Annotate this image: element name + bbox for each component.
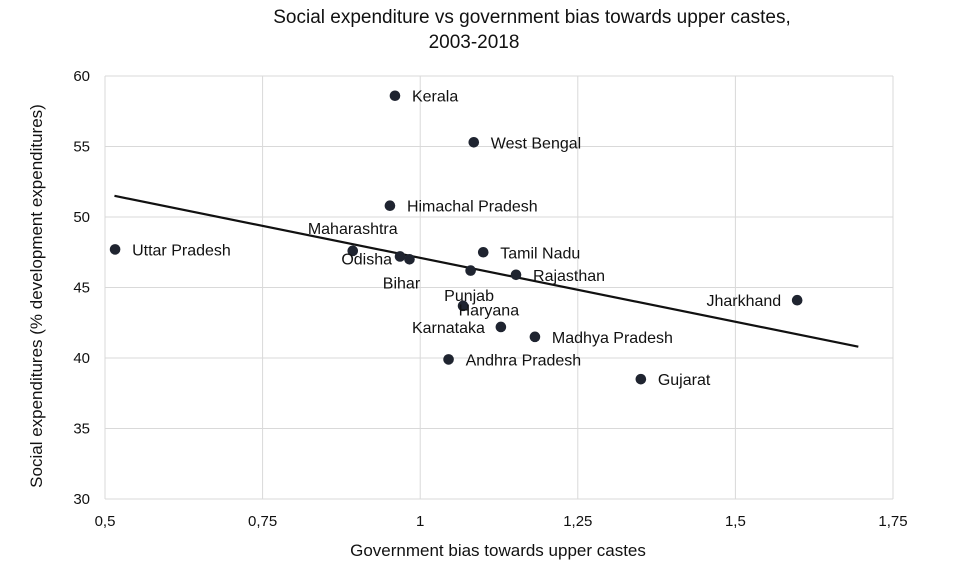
- y-tick-label: 35: [73, 421, 90, 438]
- grid: [104, 75, 894, 500]
- point-label: Maharashtra: [308, 221, 398, 238]
- data-point: [791, 294, 803, 306]
- y-axis-title: Social expenditures (% development expen…: [27, 104, 46, 488]
- y-tick-label: 30: [73, 491, 90, 508]
- trendline: [114, 194, 859, 348]
- point-label: West Bengal: [491, 135, 581, 152]
- point-label: Uttar Pradesh: [132, 242, 231, 259]
- data-point: [495, 321, 507, 333]
- data-point: [394, 251, 406, 262]
- x-tick-label: 0,75: [248, 513, 277, 530]
- x-tick-label: 1,75: [878, 513, 907, 530]
- data-point: [510, 269, 522, 281]
- x-tick-label: 1,25: [563, 513, 592, 530]
- data-point: [404, 253, 415, 265]
- x-axis-title: Government bias towards upper castes: [350, 541, 646, 560]
- y-tick-label: 40: [73, 350, 90, 367]
- data-point: [384, 200, 396, 212]
- y-tick-label: 50: [73, 209, 90, 226]
- data-point: [477, 246, 489, 258]
- y-tick-label: 45: [73, 280, 90, 297]
- chart-title-line-1: Social expenditure vs government bias to…: [273, 7, 791, 28]
- y-axis-ticks: 30 35 40 45 50 55 60: [73, 68, 90, 508]
- point-label: Himachal Pradesh: [407, 199, 538, 216]
- data-point: [529, 331, 541, 343]
- point-label: Andhra Pradesh: [466, 352, 582, 369]
- point-label: Gujarat: [658, 372, 711, 389]
- point-label: Tamil Nadu: [500, 245, 580, 262]
- point-label: Kerala: [412, 89, 458, 106]
- data-point: [347, 245, 359, 257]
- x-tick-label: 1: [416, 513, 424, 530]
- data-point: [389, 90, 401, 102]
- x-tick-label: 0,5: [95, 513, 116, 530]
- point-label: Rajasthan: [533, 268, 605, 285]
- data-point: [457, 300, 469, 312]
- point-label: Bihar: [383, 275, 421, 292]
- y-tick-label: 60: [73, 68, 90, 85]
- point-label: Odisha: [341, 251, 392, 268]
- data-point: [443, 354, 454, 365]
- y-tick-label: 55: [73, 139, 90, 156]
- point-label: Madhya Pradesh: [552, 330, 673, 347]
- data-point: [109, 244, 121, 255]
- point-labels: Kerala West Bengal Himachal Pradesh Uttar P…: [132, 89, 781, 389]
- x-axis-ticks: 0,5 0,75 1 1,25 1,5 1,75: [95, 513, 908, 530]
- point-label: Jharkhand: [706, 293, 781, 310]
- data-points: [109, 90, 803, 385]
- data-point: [465, 265, 476, 276]
- data-point: [468, 136, 480, 148]
- chart-title-line-2: 2003-2018: [429, 32, 520, 53]
- point-label: Karnataka: [412, 320, 485, 337]
- x-tick-label: 1,5: [725, 513, 746, 530]
- data-point: [635, 373, 647, 385]
- point-label: Haryana: [459, 303, 520, 320]
- point-label: Punjab: [444, 288, 494, 305]
